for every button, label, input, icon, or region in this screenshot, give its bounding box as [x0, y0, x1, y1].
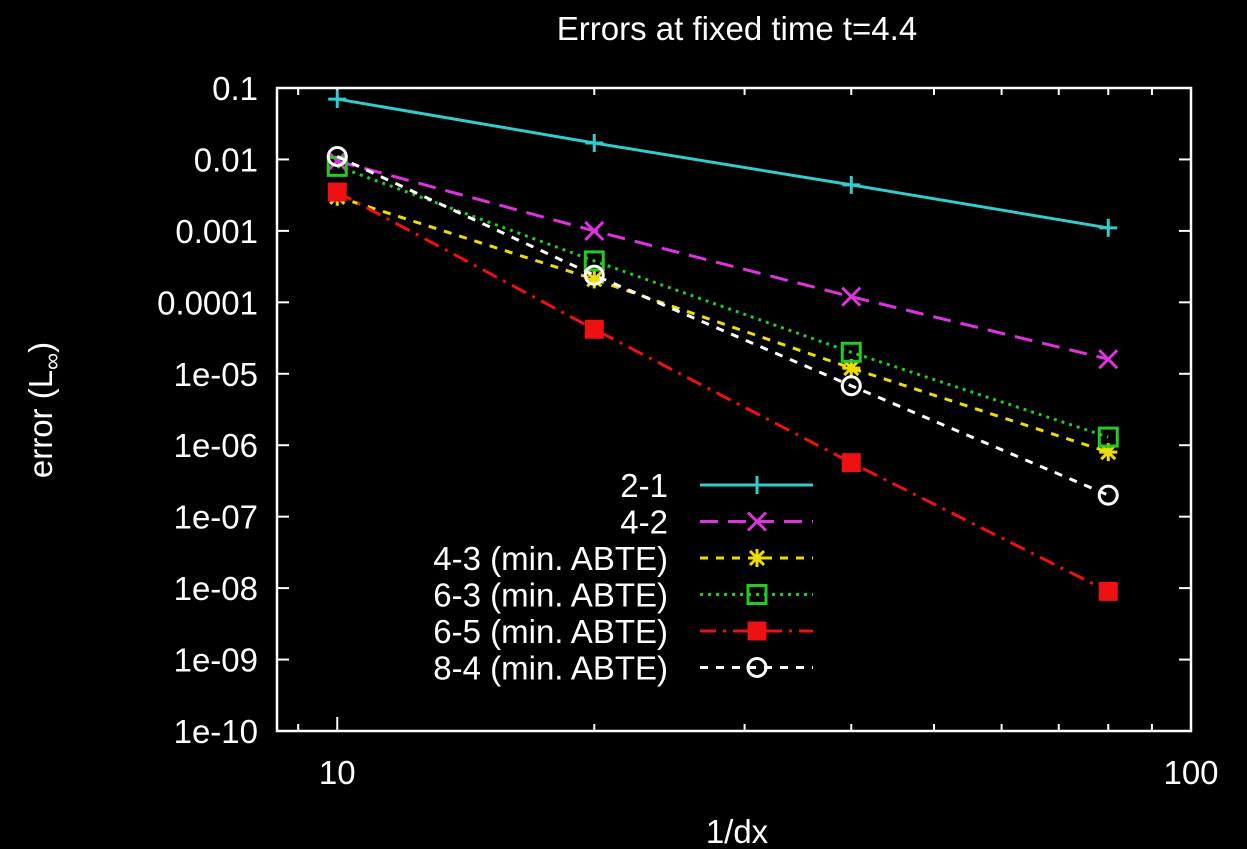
data-point	[1098, 581, 1118, 601]
legend-label: 8-4 (min. ABTE)	[433, 650, 668, 687]
data-point	[1099, 443, 1118, 462]
data-point	[583, 264, 605, 286]
series-line	[336, 190, 1109, 593]
data-point	[584, 319, 604, 339]
data-point	[585, 270, 604, 289]
legend-item: 6-3 (min. ABTE)	[433, 577, 813, 614]
x-axis-label: 1/dx	[706, 813, 769, 849]
data-point	[841, 453, 861, 473]
tick-marks	[277, 87, 1192, 732]
series-3	[326, 155, 1119, 448]
data-point	[327, 182, 347, 202]
legend-marker	[746, 511, 768, 532]
data-point	[842, 175, 861, 194]
legend-label: 4-3 (min. ABTE)	[433, 540, 668, 577]
series-5	[326, 145, 1119, 506]
legend-label: 4-2	[620, 504, 668, 541]
tick-labels: 0.1 0.01 0.001 0.0001 1e-05 1e-06 1e-07 1e-08 1e…	[157, 70, 1218, 791]
y-tick-label: 1e-10	[174, 713, 258, 750]
y-tick-label: 0.1	[212, 70, 258, 107]
y-tick-label: 1e-06	[174, 427, 258, 464]
legend-marker	[746, 657, 768, 678]
legend-label: 6-5 (min. ABTE)	[433, 613, 668, 650]
data-point	[585, 133, 604, 152]
x-tick-label: 100	[1163, 754, 1218, 791]
series-line	[336, 159, 1109, 361]
data-point	[842, 359, 861, 378]
y-axis-label-main: error (L	[22, 370, 59, 478]
legend: 2-14-24-3 (min. ABTE)6-3 (min. ABTE)6-5 …	[433, 467, 813, 687]
data-point	[583, 250, 605, 272]
data-point	[840, 341, 862, 363]
series-line	[336, 155, 1109, 497]
legend-label: 2-1	[620, 467, 668, 504]
series-2	[328, 187, 1118, 462]
legend-marker	[748, 549, 766, 567]
y-tick-label: 1e-05	[174, 356, 258, 393]
plot-frame	[275, 86, 1193, 733]
legend-marker	[747, 621, 767, 641]
series-line	[337, 97, 1109, 230]
y-tick-label: 0.0001	[157, 284, 258, 321]
y-tick-label: 1e-09	[174, 642, 258, 679]
series-1	[327, 150, 1119, 370]
legend-marker	[746, 584, 768, 605]
data-point	[1099, 218, 1118, 237]
data-point	[841, 286, 862, 307]
data-point	[1098, 349, 1119, 370]
chart-title: Errors at fixed time t=4.4	[557, 10, 917, 47]
y-axis-label-tail: )	[22, 342, 59, 353]
y-tick-label: 1e-08	[174, 570, 258, 607]
data-point	[584, 220, 605, 241]
y-axis-label: error (L∞)	[22, 342, 66, 478]
series-4	[327, 182, 1118, 601]
y-axis-label-subscript: ∞	[39, 353, 66, 370]
y-tick-label: 0.001	[175, 213, 258, 250]
legend-item: 4-3 (min. ABTE)	[433, 540, 813, 577]
series-line	[336, 164, 1109, 439]
legend-label: 6-3 (min. ABTE)	[433, 577, 668, 614]
series-line	[336, 195, 1109, 454]
data-point	[840, 375, 862, 397]
legend-marker	[748, 476, 766, 494]
y-tick-label: 0.01	[194, 141, 258, 178]
legend-item: 6-5 (min. ABTE)	[433, 613, 813, 650]
y-tick-label: 1e-07	[174, 499, 258, 536]
data-point	[1097, 484, 1119, 506]
legend-item: 2-1	[620, 467, 813, 504]
data-point	[328, 90, 347, 109]
x-tick-label: 10	[319, 754, 356, 791]
legend-item: 8-4 (min. ABTE)	[433, 650, 813, 687]
legend-item: 4-2	[620, 504, 813, 541]
series-layer	[326, 90, 1119, 601]
series-0	[328, 90, 1118, 237]
data-point	[1097, 426, 1119, 448]
data-point	[326, 145, 348, 167]
data-point	[327, 150, 348, 172]
